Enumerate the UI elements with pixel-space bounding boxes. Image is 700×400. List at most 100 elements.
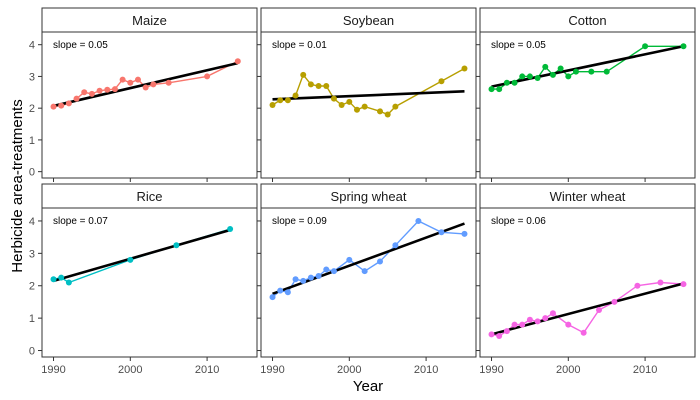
facet-strip-label: Winter wheat bbox=[550, 189, 626, 204]
data-point bbox=[204, 73, 211, 80]
data-point bbox=[526, 73, 533, 80]
data-point bbox=[377, 108, 384, 115]
data-point bbox=[292, 92, 299, 99]
data-point bbox=[680, 281, 687, 288]
data-point bbox=[346, 98, 353, 105]
data-point bbox=[111, 86, 118, 93]
data-point bbox=[392, 103, 399, 110]
data-point bbox=[234, 58, 241, 65]
data-point bbox=[50, 103, 57, 110]
data-point bbox=[392, 242, 399, 249]
panel-border bbox=[41, 207, 258, 358]
x-tick-label: 2000 bbox=[118, 364, 142, 376]
data-point bbox=[588, 68, 595, 75]
data-point bbox=[438, 78, 445, 85]
data-point bbox=[438, 229, 445, 236]
series-line bbox=[491, 281, 684, 337]
data-point bbox=[580, 329, 587, 336]
data-point bbox=[542, 315, 549, 322]
data-point bbox=[511, 79, 518, 86]
data-point bbox=[603, 68, 610, 75]
facet-strip-label: Cotton bbox=[568, 13, 606, 28]
facet-strip-label: Soybean bbox=[343, 13, 394, 28]
data-point bbox=[127, 79, 134, 86]
data-point bbox=[58, 274, 65, 281]
y-tick-label: 1 bbox=[29, 135, 35, 147]
data-point bbox=[277, 97, 284, 104]
facet-strip bbox=[479, 7, 696, 33]
panel-soybean: Soybean slope = 0.01 bbox=[257, 7, 477, 182]
data-point bbox=[503, 79, 510, 86]
data-point bbox=[323, 266, 330, 273]
data-point bbox=[461, 230, 468, 237]
x-tick-label: 1990 bbox=[479, 364, 503, 376]
y-tick-label: 2 bbox=[29, 281, 35, 293]
y-tick-label: 4 bbox=[29, 40, 35, 52]
y-tick-label: 0 bbox=[29, 346, 35, 358]
data-point bbox=[277, 287, 284, 294]
trend-line bbox=[272, 90, 465, 101]
facet-panels: Maize 0 1 2 3 4 slope = 0.05 Soybean slope = 0.0… bbox=[29, 7, 696, 376]
facet-strip bbox=[41, 7, 258, 33]
x-tick-label: 1990 bbox=[260, 364, 284, 376]
data-point bbox=[557, 65, 564, 72]
panel-cotton: Cotton slope = 0.05 bbox=[476, 7, 696, 182]
panel-rice: Rice 0 1 2 3 4 1990 2000 2010 slope = 0.07 bbox=[29, 183, 258, 376]
data-point bbox=[330, 268, 337, 275]
data-point bbox=[377, 258, 384, 265]
data-point bbox=[549, 71, 556, 78]
data-point bbox=[496, 86, 503, 93]
data-point bbox=[330, 95, 337, 102]
y-tick-label: 4 bbox=[29, 216, 35, 228]
data-point bbox=[511, 321, 518, 328]
panel-maize: Maize 0 1 2 3 4 slope = 0.05 bbox=[29, 7, 258, 182]
y-tick-label: 3 bbox=[29, 248, 35, 260]
panel-border bbox=[260, 31, 477, 179]
data-point bbox=[534, 75, 541, 82]
data-point bbox=[65, 100, 72, 107]
data-point bbox=[657, 279, 664, 286]
data-point bbox=[542, 63, 549, 70]
data-point bbox=[461, 65, 468, 72]
data-point bbox=[611, 298, 618, 305]
panel-winter-wheat: Winter wheat 1990 2000 2010 slope = 0.06 bbox=[476, 183, 696, 376]
panel-border bbox=[479, 31, 696, 179]
data-point bbox=[488, 331, 495, 338]
trend-line bbox=[491, 45, 684, 88]
data-point bbox=[58, 102, 65, 109]
x-tick-label: 2010 bbox=[195, 364, 219, 376]
facet-strip-label: Rice bbox=[136, 189, 162, 204]
data-point bbox=[503, 328, 510, 335]
y-axis-title: Herbicide area-treatments bbox=[9, 99, 26, 272]
data-point bbox=[315, 82, 322, 89]
data-point bbox=[565, 321, 572, 328]
slope-annotation: slope = 0.05 bbox=[53, 40, 108, 51]
panel-border bbox=[260, 207, 477, 358]
data-point bbox=[361, 268, 368, 275]
y-tick-label: 3 bbox=[29, 71, 35, 83]
data-point bbox=[300, 71, 307, 78]
data-point bbox=[269, 294, 276, 301]
data-point bbox=[165, 79, 172, 86]
data-point bbox=[173, 242, 180, 249]
panel-border bbox=[41, 31, 258, 179]
data-point bbox=[269, 102, 276, 108]
data-point bbox=[227, 226, 234, 233]
data-point bbox=[142, 84, 149, 91]
slope-annotation: slope = 0.07 bbox=[53, 216, 108, 227]
data-point bbox=[415, 217, 422, 224]
data-point bbox=[134, 76, 141, 83]
data-point bbox=[81, 89, 88, 96]
y-tick-label: 2 bbox=[29, 103, 35, 115]
facet-strip-label: Maize bbox=[132, 13, 167, 28]
data-point bbox=[519, 321, 526, 328]
trend-line bbox=[53, 228, 231, 283]
data-point bbox=[526, 316, 533, 323]
slope-annotation: slope = 0.01 bbox=[272, 40, 327, 51]
data-point bbox=[680, 43, 687, 50]
slope-annotation: slope = 0.06 bbox=[491, 216, 546, 227]
data-point bbox=[104, 86, 111, 93]
data-point bbox=[488, 86, 495, 93]
y-tick-label: 0 bbox=[29, 167, 35, 179]
